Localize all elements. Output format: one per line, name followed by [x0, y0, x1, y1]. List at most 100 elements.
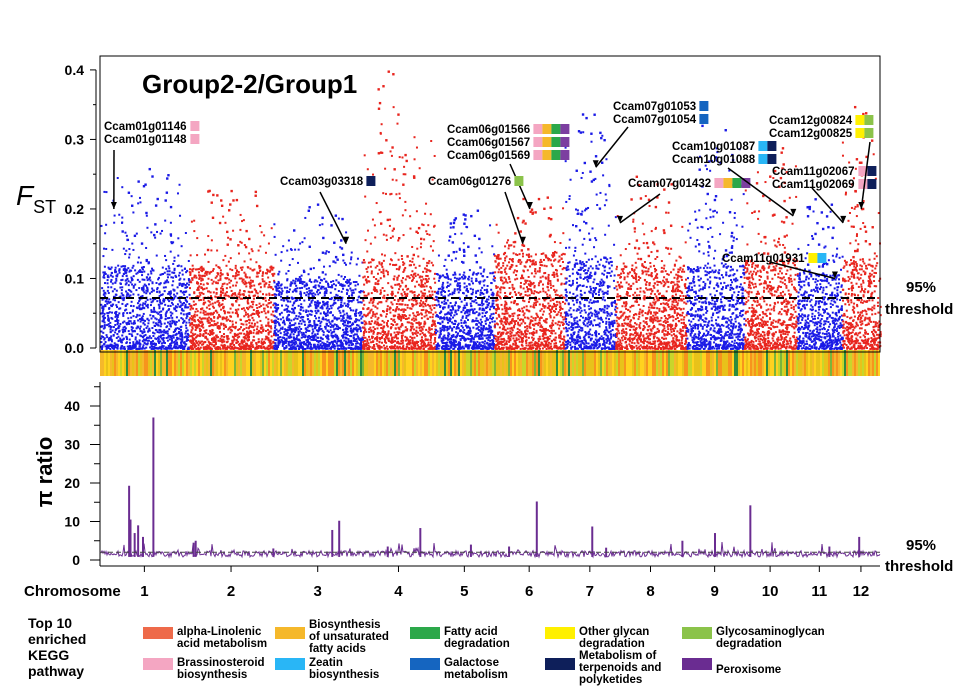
fst-point	[291, 343, 294, 346]
fst-point	[201, 323, 204, 326]
fst-point	[317, 293, 320, 296]
fst-point	[299, 313, 302, 316]
chromosome-points-3	[273, 203, 365, 350]
fst-point	[357, 301, 360, 304]
fst-point	[217, 316, 220, 319]
fst-point	[212, 324, 215, 327]
fst-point	[406, 304, 409, 307]
fst-point	[167, 292, 170, 295]
fst-point	[138, 347, 141, 350]
fst-point	[242, 307, 245, 310]
fst-point	[347, 346, 350, 349]
fst-point	[256, 321, 259, 324]
fst-point	[415, 280, 418, 283]
fst-point	[141, 332, 144, 335]
fst-point	[208, 347, 211, 350]
fst-point	[134, 283, 137, 286]
fst-point	[225, 277, 228, 280]
fst-point	[209, 291, 212, 294]
fst-point	[148, 277, 151, 280]
fst-outlier-point	[255, 204, 259, 208]
fst-point	[252, 346, 255, 349]
fst-point	[423, 315, 426, 318]
fst-point	[183, 267, 186, 270]
fst-point	[180, 317, 183, 320]
fst-point	[366, 314, 369, 317]
fst-point	[414, 275, 417, 278]
fst-point	[250, 345, 253, 348]
fst-point	[363, 261, 366, 264]
fst-point	[228, 278, 231, 281]
fst-point	[347, 303, 350, 306]
fst-point	[179, 306, 182, 309]
fst-point	[477, 289, 480, 292]
fst-point	[433, 338, 436, 341]
fst-point	[381, 296, 384, 299]
fst-point	[101, 309, 104, 312]
fst-point	[312, 295, 315, 298]
fst-point	[456, 282, 459, 285]
fst-point	[439, 317, 442, 320]
fst-point	[409, 339, 412, 342]
fst-point	[139, 318, 142, 321]
fst-point	[347, 284, 350, 287]
fst-point	[236, 313, 239, 316]
fst-point	[267, 242, 270, 245]
fst-point	[332, 283, 335, 286]
fst-point	[410, 274, 413, 277]
fst-point	[242, 336, 245, 339]
fst-point	[252, 319, 255, 322]
fst-point	[305, 343, 308, 346]
fst-point	[289, 341, 292, 344]
fst-point	[180, 343, 183, 346]
fst-point	[192, 339, 195, 342]
fst-point	[420, 317, 423, 320]
fst-point	[297, 322, 300, 325]
fst-point	[408, 276, 411, 279]
fst-point	[106, 312, 109, 315]
fst-point	[240, 341, 243, 344]
fst-point	[365, 267, 368, 270]
fst-point	[376, 327, 379, 330]
fst-point	[275, 285, 278, 288]
fst-point	[411, 337, 414, 340]
fst-point	[342, 310, 345, 313]
fst-point	[390, 259, 393, 262]
fst-outlier-point	[342, 253, 345, 257]
fst-point	[383, 332, 386, 335]
fst-point	[146, 306, 149, 309]
fst-point	[100, 312, 103, 315]
fst-point	[399, 325, 402, 328]
fst-point	[428, 311, 431, 314]
fst-point	[343, 339, 346, 342]
fst-point	[452, 273, 455, 276]
fst-point	[403, 165, 406, 168]
fst-point	[286, 249, 289, 252]
fst-point	[290, 331, 293, 334]
fst-point	[273, 306, 276, 309]
fst-point	[174, 295, 177, 298]
fst-outlier-point	[321, 271, 325, 274]
fst-point	[234, 334, 237, 337]
fst-point	[302, 341, 305, 344]
fst-point	[292, 333, 295, 336]
fst-point	[247, 308, 250, 311]
fst-point	[364, 336, 367, 339]
fst-point	[320, 345, 323, 348]
fst-point	[447, 321, 450, 324]
fst-point	[363, 347, 366, 350]
fst-point	[394, 252, 397, 255]
fst-point	[179, 277, 182, 280]
fst-point	[421, 275, 424, 278]
fst-point	[467, 278, 470, 281]
fst-outlier-point	[144, 183, 147, 186]
fst-outlier-point	[334, 255, 338, 259]
fst-point	[118, 330, 121, 333]
fst-point	[105, 247, 108, 250]
fst-point	[230, 279, 233, 282]
fst-point	[102, 271, 105, 274]
fst-point	[133, 322, 136, 325]
fst-point	[169, 320, 172, 323]
fst-point	[115, 279, 118, 282]
fst-point	[396, 278, 399, 281]
